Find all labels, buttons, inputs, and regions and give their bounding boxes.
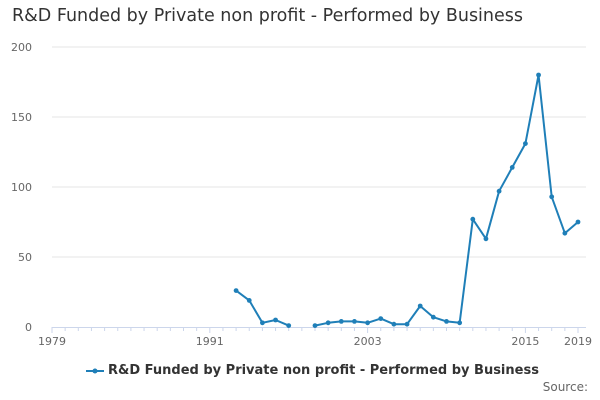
y-tick-label: 0 <box>25 321 32 334</box>
data-point[interactable] <box>509 165 515 170</box>
data-point[interactable] <box>260 320 265 326</box>
data-point[interactable] <box>338 319 344 324</box>
legend[interactable]: R&D Funded by Private non profit - Perfo… <box>86 363 539 378</box>
x-tick-label: 2019 <box>564 335 592 348</box>
data-point[interactable] <box>404 321 410 327</box>
y-axis: 0 50 100 150 200 <box>11 41 32 334</box>
x-tick-label: 1991 <box>196 335 224 348</box>
data-point[interactable] <box>352 319 357 324</box>
data-point[interactable] <box>365 320 370 326</box>
data-point[interactable] <box>325 320 331 326</box>
chart-title: R&D Funded by Private non profit - Perfo… <box>12 6 524 26</box>
data-point[interactable] <box>483 236 489 242</box>
legend-label: R&D Funded by Private non profit - Perfo… <box>108 363 539 378</box>
data-point[interactable] <box>312 323 318 328</box>
data-point[interactable] <box>391 321 397 327</box>
legend-line-marker-icon <box>86 368 104 373</box>
x-tick-label: 2003 <box>354 335 382 348</box>
y-tick-label: 50 <box>18 251 32 264</box>
x-tick-labels: 1979 1991 2003 2015 2019 <box>38 335 592 348</box>
y-tick-label: 100 <box>11 181 32 194</box>
y-tick-label: 200 <box>11 41 32 54</box>
data-point[interactable] <box>273 317 278 323</box>
data-point[interactable] <box>444 319 449 324</box>
data-point[interactable] <box>286 323 292 328</box>
x-tick-label: 1979 <box>38 335 66 348</box>
data-point[interactable] <box>470 216 476 222</box>
data-point[interactable] <box>575 219 581 225</box>
source-label: Source: <box>542 380 588 394</box>
data-point[interactable] <box>417 303 423 309</box>
data-point[interactable] <box>496 188 502 194</box>
data-point[interactable] <box>549 194 555 200</box>
data-point[interactable] <box>536 72 541 78</box>
series-line <box>314 74 579 327</box>
data-point[interactable] <box>378 316 384 321</box>
data-point[interactable] <box>430 314 436 320</box>
data-point[interactable] <box>457 320 463 326</box>
x-tick-label: 2015 <box>511 335 539 348</box>
x-axis <box>51 327 586 333</box>
data-point[interactable] <box>562 230 568 236</box>
data-point[interactable] <box>233 288 239 293</box>
gridlines <box>52 46 586 258</box>
data-point[interactable] <box>523 141 528 147</box>
series-layer <box>233 72 581 328</box>
series-line <box>235 289 290 327</box>
y-tick-label: 150 <box>11 111 32 124</box>
data-point[interactable] <box>246 298 252 303</box>
